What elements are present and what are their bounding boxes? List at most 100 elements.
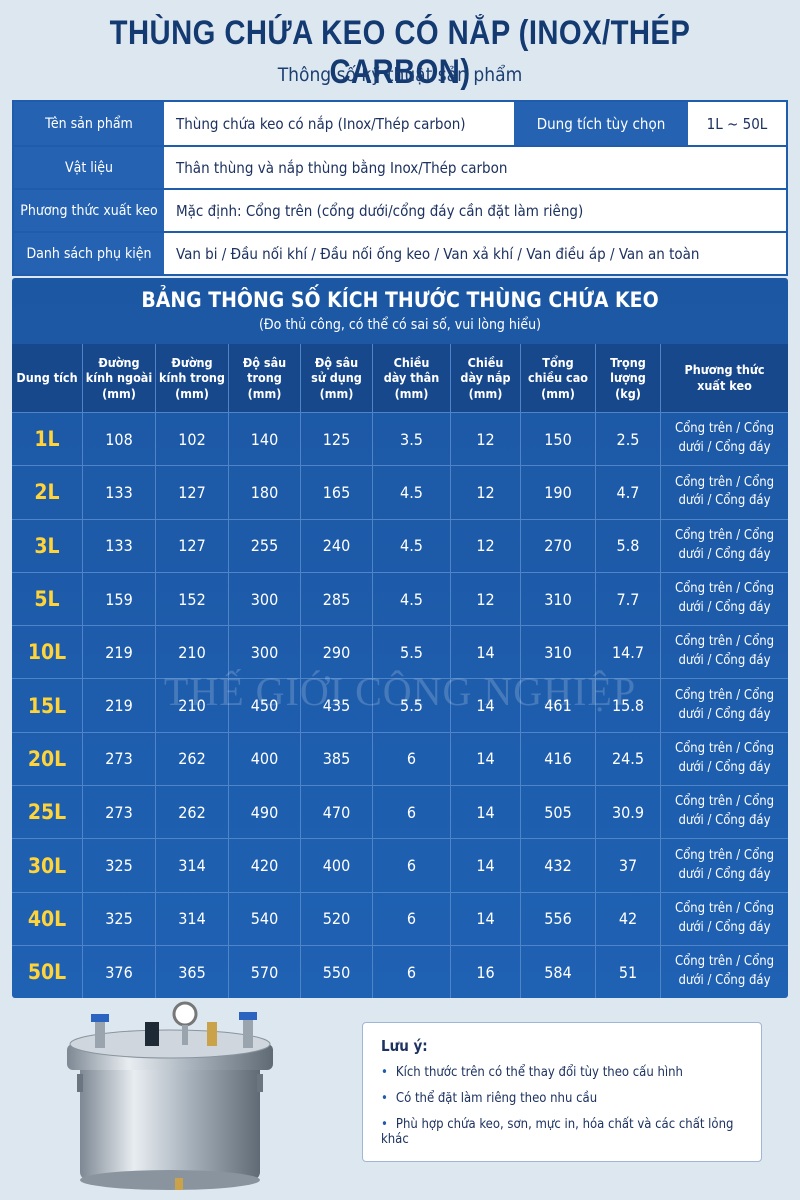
table-cell: 5L bbox=[34, 587, 60, 612]
table-cell: 125 bbox=[300, 413, 372, 466]
info-label: Tên sản phẩm bbox=[14, 102, 164, 145]
info-row: Vật liệu Thân thùng và nắp thùng bằng Ino… bbox=[14, 145, 786, 188]
spec-table: Dung tích Đường kính ngoài (mm) Đường kính… bbox=[12, 344, 788, 999]
table-cell: 314 bbox=[155, 839, 228, 892]
table-cell: 102 bbox=[155, 413, 228, 466]
note-list: Kích thước trên có thể thay đổi tùy theo… bbox=[381, 1065, 743, 1147]
note-item: Kích thước trên có thể thay đổi tùy theo… bbox=[381, 1065, 743, 1080]
table-cell: 273 bbox=[82, 786, 155, 839]
table-cell: 14 bbox=[450, 839, 520, 892]
table-cell: 7.7 bbox=[595, 572, 660, 626]
table-cell: Cổng trên / Cổng dưới / Cổng đáy bbox=[660, 466, 788, 519]
table-cell: 127 bbox=[155, 466, 228, 519]
table-cell: Cổng trên / Cổng dưới / Cổng đáy bbox=[660, 839, 788, 892]
table-cell: 4.7 bbox=[595, 466, 660, 519]
table-cell: 325 bbox=[82, 839, 155, 892]
info-table: Tên sản phẩm Thùng chứa keo có nắp (Inox/… bbox=[12, 100, 788, 276]
table-cell: 490 bbox=[228, 786, 300, 839]
table-cell: 50L bbox=[27, 960, 67, 985]
table-cell: 520 bbox=[300, 892, 372, 945]
table-subtitle: (Đo thủ công, có thể có sai số, vui lòng… bbox=[258, 317, 542, 333]
table-cell: 255 bbox=[228, 519, 300, 572]
table-cell: 25L bbox=[27, 800, 67, 825]
table-cell: 180 bbox=[228, 466, 300, 519]
table-cell: 5.5 bbox=[372, 679, 450, 732]
table-cell: 400 bbox=[300, 839, 372, 892]
info-row: Phương thức xuất keo Mặc định: Cổng trên … bbox=[14, 188, 786, 231]
table-cell: Cổng trên / Cổng dưới / Cổng đáy bbox=[660, 572, 788, 626]
table-row: 10L 219 210 300 290 5.5 14 310 14.7 Cổng trên / C… bbox=[12, 625, 788, 679]
info-value: Mặc định: Cổng trên (cổng dưới/cổng đáy … bbox=[176, 201, 584, 220]
table-cell: 420 bbox=[228, 839, 300, 892]
table-cell: 42 bbox=[595, 892, 660, 945]
table-cell: 570 bbox=[228, 945, 300, 999]
table-cell: 6 bbox=[372, 945, 450, 999]
table-cell: 20L bbox=[27, 746, 67, 771]
table-cell: 4.5 bbox=[372, 519, 450, 572]
table-row: 1L 108 102 140 125 3.5 12 150 2.5 Cổng trên / Cổn… bbox=[12, 412, 788, 466]
title: THÙNG CHỨA KEO CÓ NẮP (INOX/THÉP CARBON) bbox=[109, 14, 691, 91]
table-cell: 12 bbox=[450, 466, 520, 519]
table-cell: Cổng trên / Cổng dưới / Cổng đáy bbox=[660, 945, 788, 999]
table-cell: 450 bbox=[228, 679, 300, 732]
table-cell: 310 bbox=[520, 572, 595, 626]
table-cell: 5.8 bbox=[595, 519, 660, 572]
table-cell: 14 bbox=[450, 732, 520, 786]
table-cell: 165 bbox=[300, 466, 372, 519]
table-cell: 400 bbox=[228, 732, 300, 786]
table-cell: 505 bbox=[520, 786, 595, 839]
table-cell: 51 bbox=[595, 945, 660, 999]
table-cell: 550 bbox=[300, 945, 372, 999]
table-cell: 30L bbox=[27, 853, 67, 878]
table-cell: 12 bbox=[450, 519, 520, 572]
column-header: Đường kính trong (mm) bbox=[155, 344, 228, 412]
info-label: Dung tích tùy chọn bbox=[514, 102, 688, 145]
table-cell: 14 bbox=[450, 786, 520, 839]
table-title: BẢNG THÔNG SỐ KÍCH THƯỚC THÙNG CHỨA KEO bbox=[141, 288, 659, 312]
table-cell: 314 bbox=[155, 892, 228, 945]
table-cell: 1L bbox=[34, 427, 60, 452]
table-cell: 159 bbox=[82, 572, 155, 626]
table-cell: 4.5 bbox=[372, 466, 450, 519]
column-header: Chiều dày nắp (mm) bbox=[450, 344, 520, 412]
table-cell: 190 bbox=[520, 466, 595, 519]
table-cell: 6 bbox=[372, 732, 450, 786]
table-cell: 540 bbox=[228, 892, 300, 945]
watermark: THẾ GIỚI CÔNG NGHIỆP bbox=[163, 669, 637, 714]
table-cell: 584 bbox=[520, 945, 595, 999]
table-cell: 365 bbox=[155, 945, 228, 999]
table-row: 3L 133 127 255 240 4.5 12 270 5.8 Cổng trên / Cổn… bbox=[12, 518, 788, 572]
info-label: Phương thức xuất keo bbox=[14, 190, 164, 231]
table-cell: 210 bbox=[155, 679, 228, 732]
table-cell: 2.5 bbox=[595, 413, 660, 466]
table-cell: 435 bbox=[300, 679, 372, 732]
table-cell: 300 bbox=[228, 626, 300, 679]
table-cell: 133 bbox=[82, 519, 155, 572]
table-cell: 262 bbox=[155, 786, 228, 839]
table-cell: Cổng trên / Cổng dưới / Cổng đáy bbox=[660, 679, 788, 732]
column-header: Độ sâu sử dụng (mm) bbox=[300, 344, 372, 412]
table-cell: 432 bbox=[520, 839, 595, 892]
spec-panel: BẢNG THÔNG SỐ KÍCH THƯỚC THÙNG CHỨA KEO … bbox=[12, 278, 788, 999]
table-cell: 127 bbox=[155, 519, 228, 572]
table-cell: 416 bbox=[520, 732, 595, 786]
table-cell: 16 bbox=[450, 945, 520, 999]
table-cell: 37 bbox=[595, 839, 660, 892]
note-box: Lưu ý: Kích thước trên có thể thay đổi t… bbox=[362, 1022, 762, 1162]
table-cell: 12 bbox=[450, 413, 520, 466]
table-cell: 40L bbox=[27, 906, 67, 931]
table-row: 15L 219 210 450 435 5.5 14 461 15.8 Cổng trên / C… bbox=[12, 678, 788, 732]
table-cell: 12 bbox=[450, 572, 520, 626]
table-cell: 6 bbox=[372, 839, 450, 892]
table-cell: 24.5 bbox=[595, 732, 660, 786]
info-label: Danh sách phụ kiện bbox=[14, 233, 164, 274]
table-cell: 556 bbox=[520, 892, 595, 945]
info-value: 1L ~ 50L bbox=[706, 114, 768, 133]
product-image bbox=[67, 1001, 273, 1190]
table-cell: 219 bbox=[82, 626, 155, 679]
table-cell: Cổng trên / Cổng dưới / Cổng đáy bbox=[660, 892, 788, 945]
table-cell: 3L bbox=[34, 533, 60, 558]
column-header: Độ sâu trong (mm) bbox=[228, 344, 300, 412]
table-cell: Cổng trên / Cổng dưới / Cổng đáy bbox=[660, 786, 788, 839]
